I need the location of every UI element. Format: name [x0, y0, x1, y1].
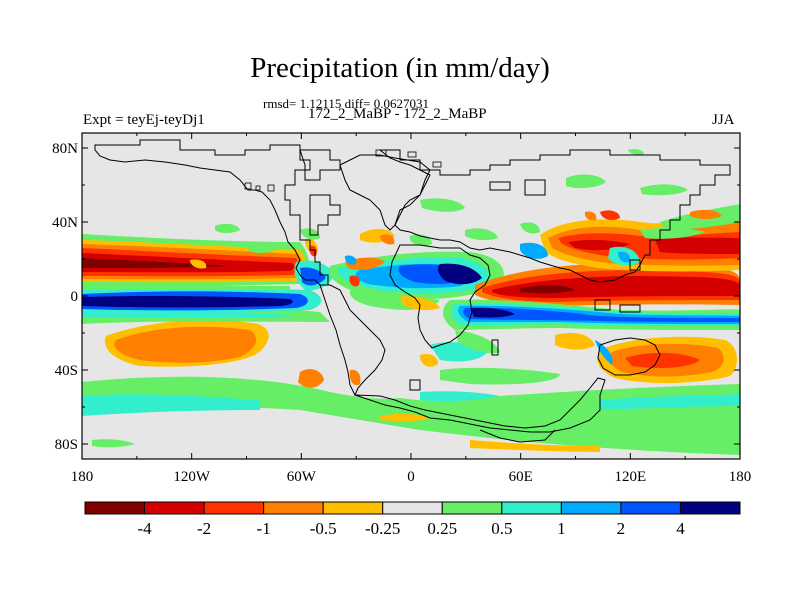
stats-line: rmsd= 1.12115 diff= 0.0627031: [263, 96, 429, 111]
colorbar-swatch: [84, 501, 146, 515]
colorbar-swatch: [441, 501, 503, 515]
season-label: JJA: [712, 112, 735, 128]
experiment-label: Expt = teyEj-teyDj1: [83, 112, 205, 128]
y-axis: 80N 40N 0 40S 80S: [52, 141, 740, 453]
colorbar-labels: -4 -2 -1 -0.5 -0.25 0.25 0.5 1 2 4: [137, 519, 685, 538]
y-tick-label: 40S: [55, 363, 78, 379]
colorbar-swatch: [501, 501, 562, 515]
colorbar-swatch: [620, 501, 681, 515]
small-islands: [244, 149, 442, 192]
x-tick-label: 120W: [173, 469, 211, 485]
colorbar-label: -0.25: [365, 519, 400, 538]
x-tick-label: 120E: [614, 469, 646, 485]
x-tick-label: 180: [729, 469, 752, 485]
colorbar-label: 2: [617, 519, 626, 538]
colorbar-label: 0.5: [491, 519, 512, 538]
colorbar-label: -4: [137, 519, 152, 538]
colorbar-label: 1: [557, 519, 566, 538]
colorbar-label: -1: [257, 519, 271, 538]
colorbar-label: 4: [676, 519, 685, 538]
x-tick-label: 180: [71, 469, 94, 485]
coastlines: [94, 139, 731, 443]
y-tick-label: 80S: [55, 437, 78, 453]
colorbar-label: 0.25: [427, 519, 457, 538]
colorbar-label: -2: [197, 519, 211, 538]
x-tick-label: 0: [407, 469, 415, 485]
colorbar-swatch: [322, 501, 384, 515]
experiment-pair: 172_2_MaBP - 172_2_MaBP: [308, 106, 487, 122]
colorbar-swatch: [144, 501, 205, 515]
colorbar-label: -0.5: [310, 519, 337, 538]
colorbar-swatch: [560, 501, 622, 515]
y-tick-label: 0: [71, 289, 79, 305]
colorbar: [84, 501, 741, 515]
x-axis: 180 120W 60W 0 60E 120E 180: [71, 133, 752, 485]
chart-title: Precipitation (in mm/day): [250, 52, 550, 84]
x-tick-label: 60W: [287, 469, 317, 485]
colorbar-swatch: [679, 501, 741, 515]
x-tick-label: 60E: [509, 469, 533, 485]
precip-anomaly-fields: [82, 149, 740, 455]
colorbar-swatch: [203, 501, 265, 515]
colorbar-swatch: [263, 501, 324, 515]
y-tick-label: 80N: [52, 141, 78, 157]
colorbar-swatch: [382, 501, 443, 515]
y-tick-label: 40N: [52, 215, 78, 231]
